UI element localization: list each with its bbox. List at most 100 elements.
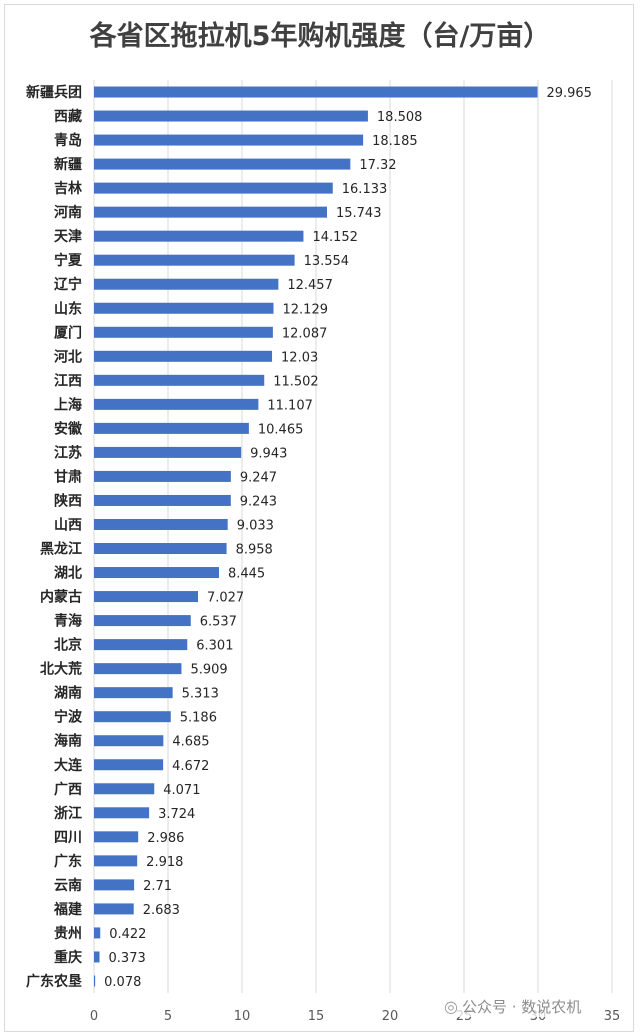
bar	[94, 951, 100, 963]
x-tick-label: 20	[382, 1009, 399, 1024]
x-tick-label: 5	[164, 1009, 172, 1024]
bar	[94, 182, 333, 194]
value-labels: 29.965 18.508 18.185 17.32 16.133 15.743 14.15…	[104, 86, 592, 990]
value-label: 5.313	[182, 687, 219, 702]
bar	[94, 350, 273, 362]
category-label: 重庆	[54, 949, 82, 966]
category-label: 天津	[54, 228, 82, 245]
value-label: 9.247	[240, 470, 277, 485]
bar	[94, 567, 219, 579]
category-label: 海南	[54, 733, 82, 750]
category-label: 云南	[54, 877, 82, 894]
watermark: ◎ 公众号 · 数说农机	[444, 996, 582, 1017]
value-label: 9.243	[240, 494, 277, 509]
bar	[94, 615, 191, 627]
value-label: 5.186	[180, 711, 217, 726]
bar	[94, 158, 351, 170]
category-label: 广东农垦	[26, 973, 82, 990]
value-label: 5.909	[190, 663, 227, 678]
bar	[94, 206, 327, 218]
category-label: 上海	[54, 396, 82, 413]
category-label: 辽宁	[54, 276, 82, 293]
value-label: 0.373	[109, 951, 146, 966]
value-label: 2.683	[143, 903, 180, 918]
category-label: 新疆兵团	[26, 84, 82, 101]
bar	[94, 783, 155, 795]
value-label: 12.03	[281, 350, 318, 365]
bar	[94, 278, 279, 290]
value-label: 0.078	[104, 975, 141, 990]
bar	[94, 110, 368, 122]
bar	[94, 254, 295, 266]
category-label: 西藏	[54, 108, 82, 125]
category-label: 大连	[54, 757, 83, 774]
category-label: 江西	[54, 372, 82, 389]
category-label: 广西	[54, 781, 82, 798]
value-label: 16.133	[342, 182, 388, 197]
value-label: 9.943	[250, 446, 287, 461]
category-label: 陕西	[54, 492, 82, 509]
category-label: 河北	[54, 348, 82, 365]
category-label: 广东	[54, 853, 82, 870]
value-label: 12.129	[283, 302, 329, 317]
bar	[94, 855, 138, 867]
bar	[94, 326, 273, 338]
watermark-text: 公众号 · 数说农机	[461, 998, 582, 1016]
value-label: 2.986	[147, 831, 184, 846]
bar	[94, 879, 135, 891]
category-label: 新疆	[54, 156, 82, 173]
category-label: 湖南	[54, 685, 82, 702]
x-tick-label: 35	[604, 1009, 621, 1024]
bar	[94, 711, 171, 723]
category-label: 江苏	[54, 444, 82, 461]
value-label: 8.445	[228, 567, 265, 582]
value-label: 4.672	[172, 759, 209, 774]
bar	[94, 398, 259, 410]
bar	[94, 543, 227, 555]
bar	[94, 422, 249, 434]
category-labels: 新疆兵团西藏青岛新疆吉林河南天津宁夏辽宁山东厦门河北江西上海安徽江苏甘肃陕西山西…	[26, 84, 83, 990]
bar	[94, 687, 173, 699]
value-label: 8.958	[236, 543, 273, 558]
bar	[94, 230, 304, 242]
value-label: 18.508	[377, 110, 423, 125]
category-label: 浙江	[54, 805, 82, 822]
category-label: 厦门	[54, 324, 82, 341]
category-label: 湖北	[54, 566, 82, 582]
value-label: 9.033	[237, 518, 274, 533]
bars	[94, 86, 538, 987]
x-tick-label: 10	[234, 1009, 251, 1024]
bar	[94, 927, 101, 939]
value-label: 2.918	[146, 855, 183, 870]
value-label: 2.71	[143, 879, 172, 894]
bar	[94, 831, 139, 843]
category-label: 北大荒	[40, 661, 82, 678]
value-label: 10.465	[258, 422, 304, 437]
category-label: 山西	[54, 517, 82, 533]
category-label: 安徽	[54, 420, 83, 437]
category-label: 宁夏	[54, 252, 83, 269]
value-label: 11.107	[267, 398, 313, 413]
bar	[94, 446, 242, 458]
bar	[94, 302, 274, 314]
value-label: 0.422	[109, 927, 146, 942]
bar	[94, 134, 364, 146]
category-label: 贵州	[54, 925, 82, 942]
wechat-icon: ◎	[444, 997, 458, 1016]
value-label: 6.537	[200, 615, 237, 630]
bar	[94, 518, 228, 530]
value-label: 4.071	[163, 783, 200, 798]
category-label: 河南	[54, 204, 82, 221]
bar	[94, 494, 231, 506]
value-label: 15.743	[336, 206, 382, 221]
chart-frame	[4, 4, 634, 1032]
category-label: 甘肃	[54, 468, 82, 485]
value-label: 29.965	[546, 86, 592, 101]
bar	[94, 86, 538, 98]
value-label: 13.554	[304, 254, 350, 269]
bar	[94, 975, 96, 987]
category-label: 内蒙古	[40, 589, 82, 606]
value-label: 7.027	[207, 591, 244, 606]
value-label: 18.185	[372, 134, 418, 149]
value-label: 6.301	[196, 639, 233, 654]
